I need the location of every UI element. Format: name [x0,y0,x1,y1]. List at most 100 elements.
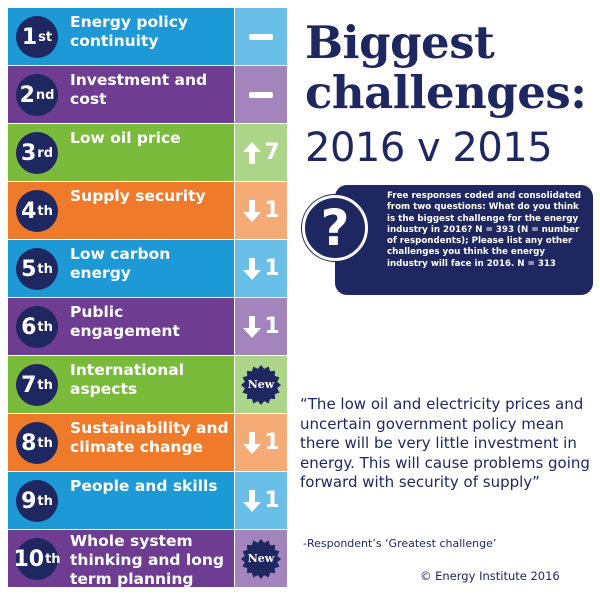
challenge-label: Low oil price [70,129,181,147]
rank-change-cell: 1 [235,414,287,471]
rank-change-value: 1 [264,256,280,281]
rank-suffix: th [37,377,53,393]
rank-suffix: th [37,319,53,335]
rank-suffix: nd [35,87,55,103]
methodology-box: Free responses coded and consolidated fr… [335,185,593,295]
arrow-down-icon [242,315,262,339]
rank-change-value: 1 [264,430,280,455]
rank-number: 5 [21,256,37,282]
rank-number: 9 [21,488,37,514]
new-badge-label: New [247,378,275,391]
rank-suffix: rd [37,145,54,161]
quote-attribution: -Respondent’s ‘Greatest challenge’ [303,537,497,550]
challenge-label: Sustainability and climate change [70,419,229,456]
rank-change-cell: 1 [235,182,287,239]
challenge-label: Investment and cost [70,71,208,108]
challenge-label: People and skills [70,477,218,495]
arrow-down-icon [242,489,262,513]
rank-change-cell [235,66,287,123]
rank-down-indicator: 1 [235,298,287,355]
rank-change-cell: 1 [235,472,287,529]
challenge-label: Energy policy continuity [70,13,189,50]
rank-change-cell: New [235,530,287,587]
rank-suffix: th [45,551,61,567]
rank-change-cell: 1 [235,240,287,297]
rank-suffix: th [37,261,53,277]
challenge-label: International aspects [70,361,185,398]
rank-change-value: 1 [264,314,280,339]
rank-change-value: 7 [264,140,280,165]
rank-number: 2 [19,82,35,108]
rank-down-indicator: 1 [235,472,287,529]
rank-number: 4 [21,198,37,224]
rank-change-cell: 7 [235,124,287,181]
rank-number: 8 [21,430,37,456]
question-mark-icon: ? [302,195,368,261]
new-badge-icon: New [241,364,281,405]
respondent-quote: “The low oil and electricity prices and … [300,395,590,491]
title-line-2: challenges: [305,66,587,119]
rank-suffix: th [37,435,53,451]
question-mark-glyph: ? [320,199,350,257]
rank-change-cell: 1 [235,298,287,355]
rank-up-indicator: 7 [235,124,287,181]
rank-down-indicator: 1 [235,182,287,239]
title-line-3: 2016 v 2015 [305,125,553,171]
new-entry-indicator: New [235,530,287,587]
rank-number: 3 [20,140,37,166]
rank-number: 6 [21,314,37,340]
rank-suffix: th [37,203,53,219]
dash-icon [249,33,273,40]
rank-number: 7 [21,372,37,398]
rank-change-cell [235,8,287,65]
new-badge-icon: New [241,538,281,579]
rank-change-cell: New [235,356,287,413]
rank-down-indicator: 1 [235,240,287,297]
no-change-indicator [235,8,287,65]
rank-change-value: 1 [264,198,280,223]
rank-suffix: th [37,493,53,509]
challenge-label: Supply security [70,187,206,205]
copyright-notice: © Energy Institute 2016 [420,569,560,583]
dash-icon [249,91,273,98]
new-entry-indicator: New [235,356,287,413]
rank-number: 10 [13,546,45,572]
rank-number: 1 [21,24,38,50]
challenge-label: Whole system thinking and long term plan… [70,532,225,588]
challenge-label: Public engagement [70,303,180,340]
methodology-text: Free responses coded and consolidated fr… [387,191,581,269]
title-line-1: Biggest [305,16,495,69]
rank-change-value: 1 [264,488,280,513]
new-badge-label: New [247,552,275,565]
arrow-down-icon [242,199,262,223]
arrow-down-icon [242,431,262,455]
